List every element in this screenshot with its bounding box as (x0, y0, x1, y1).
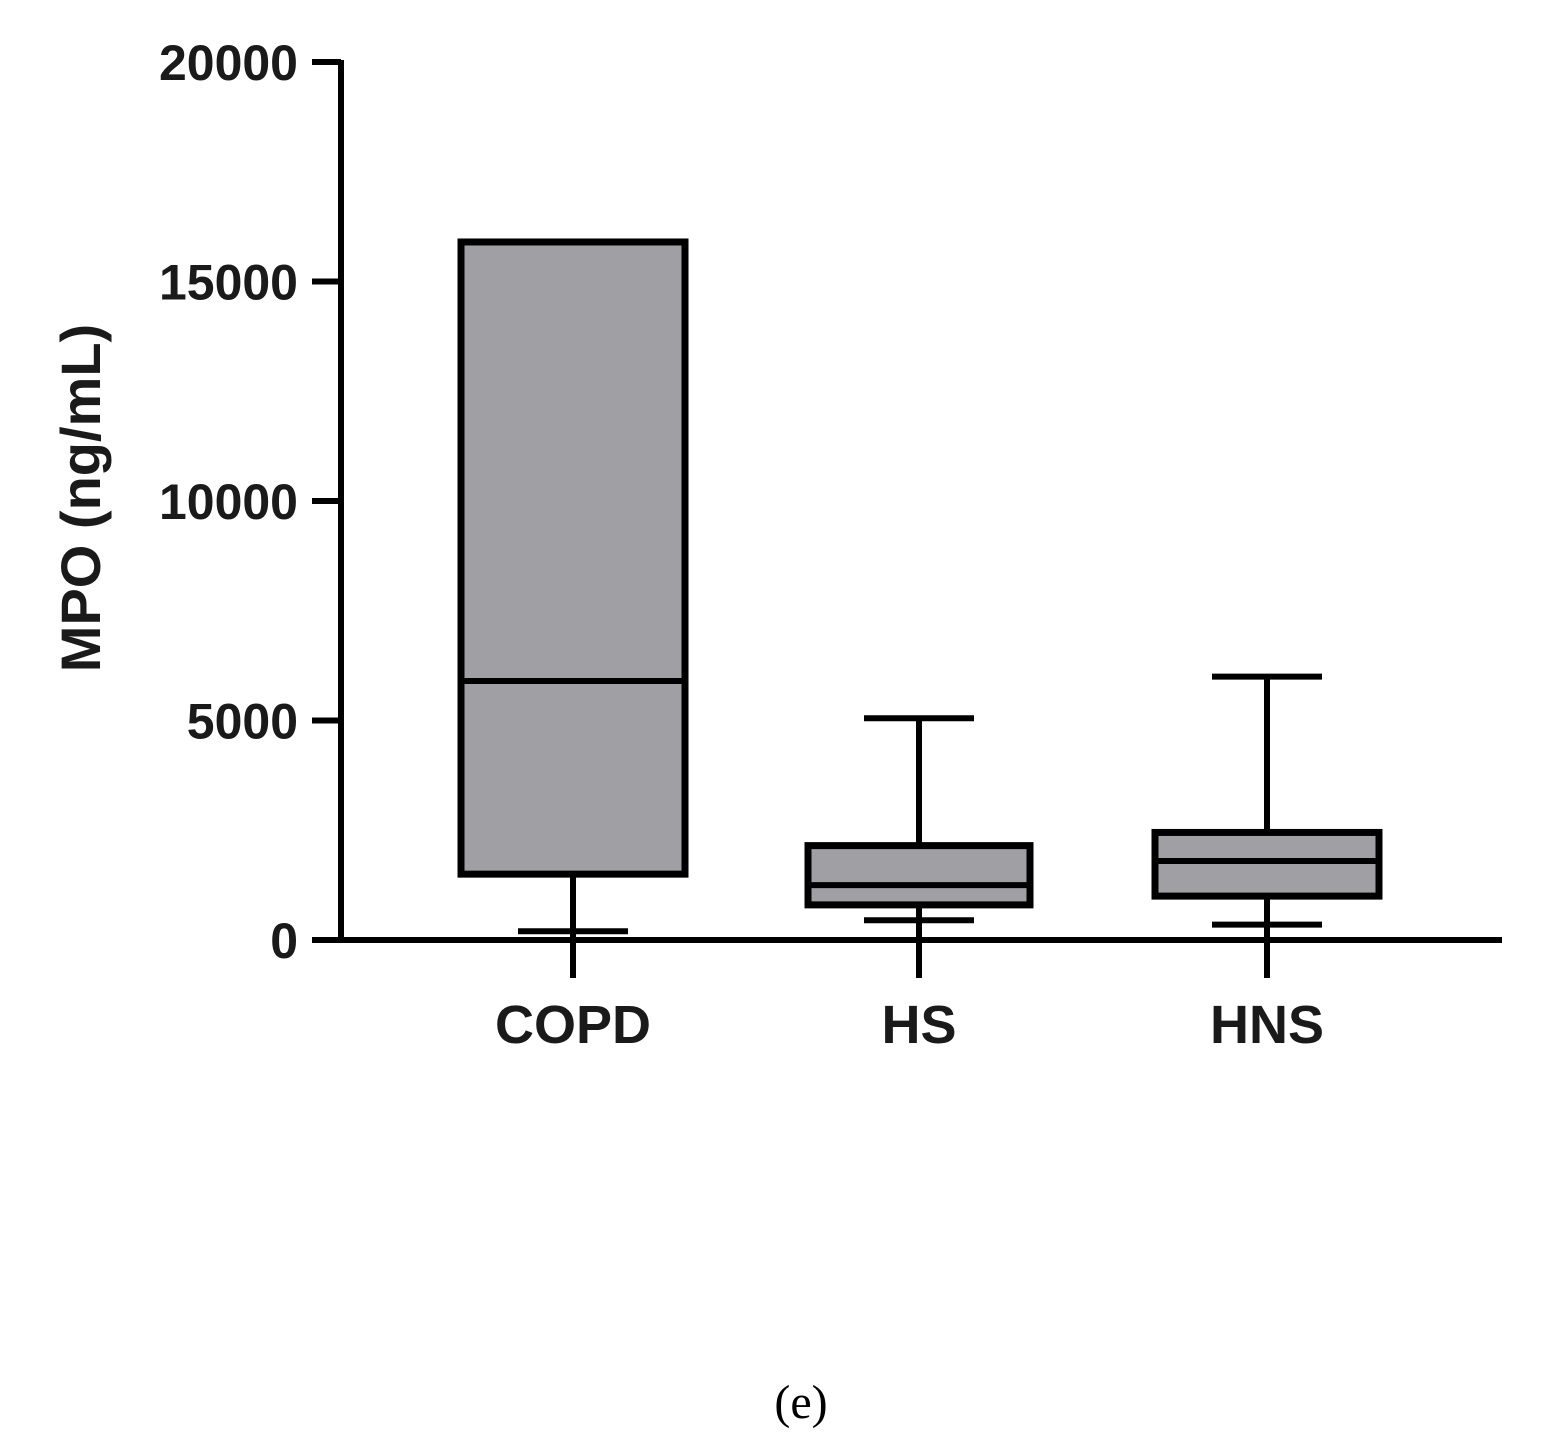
y-tick-label: 20000 (159, 35, 298, 91)
x-tick-label: HS (881, 995, 956, 1055)
y-tick-label: 5000 (187, 694, 298, 750)
y-tick-label: 15000 (159, 255, 298, 311)
x-axis-categories: COPD HS HNS (495, 995, 1324, 1055)
iqr-box (804, 842, 1034, 909)
box-hs (804, 715, 1034, 978)
x-tick-label: COPD (495, 995, 651, 1055)
box-plots (457, 238, 1383, 978)
box-hns (1151, 673, 1383, 978)
iqr-box (457, 238, 689, 878)
x-tick-label: HNS (1210, 995, 1324, 1055)
figure-caption: (e) (774, 1376, 827, 1429)
y-axis-ticks: 0 5000 10000 15000 20000 (159, 35, 341, 969)
box-copd (457, 238, 689, 978)
y-axis-title: MPO (ng/mL) (49, 324, 112, 672)
iqr-box (1151, 828, 1383, 900)
y-tick-label: 0 (270, 913, 298, 969)
y-tick-label: 10000 (159, 474, 298, 530)
